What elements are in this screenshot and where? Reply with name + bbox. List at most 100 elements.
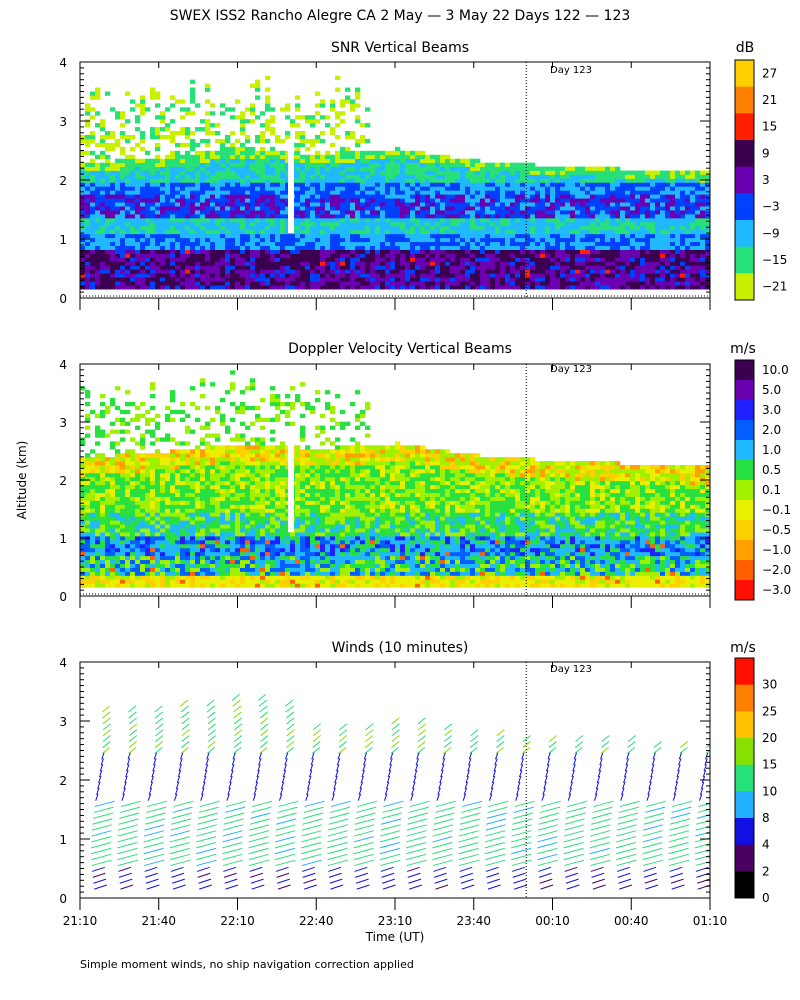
heatmap-cell (155, 158, 161, 164)
heatmap-cell (95, 532, 101, 537)
heatmap-cell (355, 269, 361, 274)
heatmap-cell (255, 253, 261, 258)
heatmap-cell (410, 245, 416, 250)
heatmap-cell (105, 202, 111, 207)
heatmap-cell (520, 277, 526, 282)
heatmap-cell (200, 178, 206, 183)
heatmap-cell (125, 253, 131, 258)
heatmap-cell (290, 241, 296, 247)
heatmap-cell (575, 249, 581, 254)
heatmap-cell (210, 103, 216, 108)
heatmap-cell (515, 285, 521, 290)
heatmap-cell (225, 285, 231, 290)
heatmap-cell (415, 202, 421, 207)
heatmap-cell (320, 257, 326, 262)
heatmap-cell (630, 170, 636, 175)
heatmap-cell (590, 277, 596, 282)
heatmap-cell (190, 131, 196, 136)
heatmap-cell (125, 453, 131, 458)
heatmap-cell (535, 241, 541, 247)
heatmap-cell (325, 249, 331, 254)
heatmap-cell (255, 166, 261, 171)
heatmap-cell (420, 265, 426, 270)
heatmap-cell (545, 253, 551, 258)
heatmap-cell (255, 269, 261, 274)
heatmap-cell (395, 214, 401, 219)
heatmap-cell (355, 198, 361, 203)
heatmap-cell (655, 261, 661, 266)
heatmap-cell (120, 551, 126, 557)
heatmap-cell (255, 138, 261, 144)
heatmap-cell (420, 233, 426, 239)
heatmap-cell (475, 257, 481, 262)
heatmap-cell (685, 229, 691, 235)
heatmap-cell (190, 170, 196, 175)
heatmap-cell (420, 277, 426, 282)
heatmap-cell (110, 273, 116, 278)
heatmap-cell (285, 253, 291, 258)
heatmap-cell (135, 249, 141, 254)
heatmap-cell (330, 198, 336, 203)
heatmap-cell (630, 261, 636, 266)
heatmap-cell (400, 277, 406, 282)
heatmap-cell (575, 265, 581, 270)
heatmap-cell (605, 206, 611, 211)
heatmap-cell (245, 178, 251, 183)
heatmap-cell (400, 154, 406, 160)
heatmap-cell (80, 166, 86, 171)
heatmap-cell (485, 265, 491, 270)
heatmap-cell (355, 206, 361, 211)
heatmap-cell (175, 182, 181, 187)
heatmap-cell (420, 194, 426, 199)
heatmap-cell (615, 253, 621, 258)
heatmap-cell (205, 194, 211, 199)
heatmap-cell (700, 253, 706, 258)
heatmap-cell (390, 229, 396, 235)
heatmap-cell (370, 237, 376, 243)
heatmap-cell (450, 170, 456, 175)
heatmap-cell (200, 281, 206, 286)
heatmap-cell (535, 170, 541, 175)
heatmap-cell (530, 241, 536, 247)
heatmap-cell (310, 249, 316, 254)
heatmap-cell (315, 245, 321, 250)
heatmap-cell (135, 261, 141, 266)
heatmap-cell (695, 249, 701, 254)
heatmap-cell (250, 154, 256, 160)
heatmap-cell (100, 401, 106, 407)
heatmap-cell (210, 150, 216, 156)
heatmap-cell (325, 273, 331, 278)
heatmap-cell (615, 214, 621, 219)
heatmap-cell (90, 233, 96, 239)
heatmap-cell (320, 277, 326, 282)
heatmap-cell (110, 285, 116, 290)
heatmap-cell (130, 206, 136, 211)
heatmap-cell (125, 194, 131, 199)
heatmap-cell (475, 273, 481, 278)
heatmap-cell (170, 261, 176, 266)
heatmap-cell (365, 166, 371, 171)
heatmap-cell (600, 170, 606, 175)
heatmap-cell (135, 115, 141, 120)
heatmap-cell (310, 229, 316, 235)
heatmap-cell (330, 202, 336, 207)
heatmap-cell (335, 111, 341, 116)
heatmap-cell (105, 496, 111, 501)
heatmap-cell (250, 229, 256, 235)
heatmap-cell (555, 190, 561, 195)
heatmap-cell (100, 261, 106, 266)
heatmap-cell (275, 273, 281, 278)
heatmap-cell (335, 253, 341, 258)
heatmap-cell (255, 170, 261, 175)
heatmap-cell (620, 233, 626, 239)
heatmap-cell (455, 237, 461, 243)
heatmap-cell (110, 421, 116, 426)
heatmap-cell (270, 127, 276, 132)
heatmap-cell (120, 472, 126, 478)
heatmap-cell (205, 111, 211, 116)
heatmap-cell (165, 233, 171, 239)
heatmap-cell (140, 210, 146, 215)
heatmap-cell (285, 190, 291, 195)
heatmap-cell (555, 237, 561, 243)
heatmap-cell (560, 174, 566, 179)
